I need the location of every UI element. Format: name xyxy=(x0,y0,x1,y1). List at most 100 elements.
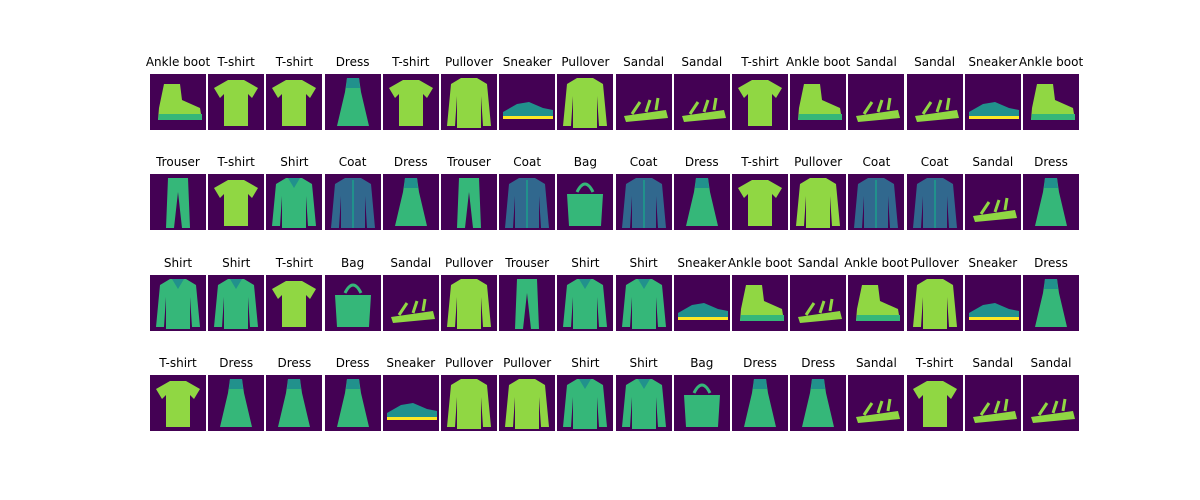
ankle-boot-icon xyxy=(1023,74,1079,130)
shirt-icon xyxy=(557,375,614,431)
sneaker-icon xyxy=(964,74,1021,130)
cell-label: Dress xyxy=(219,356,254,370)
bag-icon xyxy=(673,375,730,431)
tshirt-icon xyxy=(266,74,323,130)
cell-label: Coat xyxy=(862,155,891,169)
cell-label: Shirt xyxy=(629,256,658,270)
cell-label: Ankle boot xyxy=(727,256,793,270)
sandal-icon xyxy=(790,275,847,331)
trouser-icon xyxy=(150,174,206,230)
cell-label: Sneaker xyxy=(502,55,552,69)
sandal-icon xyxy=(382,275,439,331)
ankle-boot-icon xyxy=(732,275,788,331)
dress-icon xyxy=(673,174,730,230)
cell-label: Dress xyxy=(801,356,836,370)
cell-label: Bag xyxy=(340,256,365,270)
cell-label: Pullover xyxy=(444,256,494,270)
tshirt-icon xyxy=(208,174,265,230)
sandal-icon xyxy=(848,375,905,431)
tshirt-icon xyxy=(208,74,265,130)
pullover-icon xyxy=(441,74,497,130)
cell-label: Sandal xyxy=(972,155,1014,169)
cell-label: Dress xyxy=(277,356,312,370)
sneaker-icon xyxy=(673,275,730,331)
cell-label: Trouser xyxy=(447,155,491,169)
cell-label: Coat xyxy=(513,155,542,169)
cell-label: Sandal xyxy=(914,55,956,69)
cell-label: Ankle boot xyxy=(844,256,909,270)
cell-label: T-shirt xyxy=(275,256,314,270)
cell-label: Shirt xyxy=(222,256,251,270)
dress-icon xyxy=(266,375,323,431)
ankle-boot-icon xyxy=(848,275,905,331)
sandal-icon xyxy=(964,174,1021,230)
cell-label: Sandal xyxy=(1030,356,1072,370)
cell-label: T-shirt xyxy=(217,55,255,69)
cell-label: Ankle boot xyxy=(786,55,851,69)
sneaker-icon xyxy=(499,74,556,130)
pullover-icon xyxy=(790,174,847,230)
cell-label: Coat xyxy=(920,155,949,169)
shirt-icon xyxy=(615,375,672,431)
cell-label: Dress xyxy=(684,155,719,169)
trouser-icon xyxy=(499,275,556,331)
pullover-icon xyxy=(557,74,614,130)
cell-label: Shirt xyxy=(280,155,309,169)
cell-label: Pullover xyxy=(561,55,610,69)
shirt-icon xyxy=(615,275,672,331)
cell-label: Sandal xyxy=(855,356,897,370)
coat-icon xyxy=(324,174,381,230)
cell-label: T-shirt xyxy=(217,155,255,169)
dress-icon xyxy=(790,375,847,431)
pullover-icon xyxy=(499,375,556,431)
dress-icon xyxy=(732,375,788,431)
cell-label: Coat xyxy=(629,155,658,169)
cell-label: Pullover xyxy=(910,256,959,270)
dress-icon xyxy=(1023,275,1079,331)
tshirt-icon xyxy=(150,375,206,431)
cell-label: Shirt xyxy=(571,256,600,270)
cell-label: Sandal xyxy=(390,256,432,270)
cell-label: Bag xyxy=(573,155,597,169)
cell-label: Bag xyxy=(690,356,714,370)
coat-icon xyxy=(499,174,556,230)
pullover-icon xyxy=(906,275,963,331)
cell-label: T-shirt xyxy=(392,55,430,69)
cell-label: T-shirt xyxy=(159,356,197,370)
cell-label: T-shirt xyxy=(741,155,779,169)
cell-label: Dress xyxy=(335,356,370,370)
cell-label: Sandal xyxy=(797,256,839,270)
dress-icon xyxy=(324,375,381,431)
sandal-icon xyxy=(673,74,730,130)
cell-label: Pullover xyxy=(444,356,494,370)
trouser-icon xyxy=(441,174,497,230)
shirt-icon xyxy=(557,275,614,331)
tshirt-icon xyxy=(382,74,439,130)
cell-label: Sneaker xyxy=(677,256,727,270)
bag-icon xyxy=(324,275,381,331)
cell-label: Sneaker xyxy=(386,356,436,370)
cell-label: Pullover xyxy=(794,155,843,169)
cell-label: Sneaker xyxy=(968,55,1018,69)
cell-label: Ankle boot xyxy=(1018,55,1084,69)
cell-label: Pullover xyxy=(444,55,494,69)
ankle-boot-icon xyxy=(790,74,847,130)
cell-label: Sneaker xyxy=(968,256,1018,270)
cell-label: Trouser xyxy=(505,256,550,270)
cell-label: Dress xyxy=(335,55,370,69)
cell-label: Shirt xyxy=(163,256,193,270)
cell-label: Sandal xyxy=(855,55,897,69)
bag-icon xyxy=(557,174,614,230)
coat-icon xyxy=(906,174,963,230)
pullover-icon xyxy=(441,375,497,431)
cell-label: Coat xyxy=(338,155,367,169)
coat-icon xyxy=(848,174,905,230)
dress-icon xyxy=(1023,174,1079,230)
sneaker-icon xyxy=(964,275,1021,331)
cell-label: T-shirt xyxy=(275,55,314,69)
dress-icon xyxy=(324,74,381,130)
tshirt-icon xyxy=(266,275,323,331)
cell-label: Sandal xyxy=(681,55,723,69)
sneaker-icon xyxy=(382,375,439,431)
sandal-icon xyxy=(848,74,905,130)
